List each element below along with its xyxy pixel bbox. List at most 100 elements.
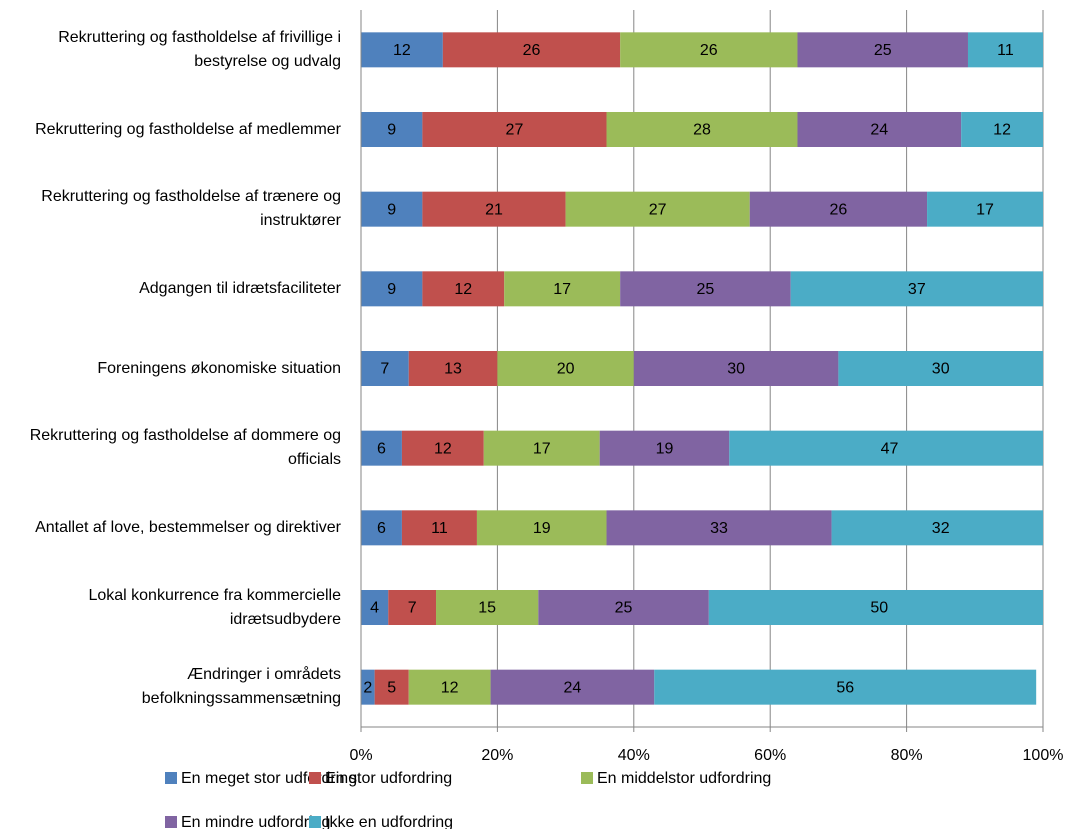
bar-segment — [422, 112, 607, 147]
legend-label: En stor udfordring — [325, 770, 452, 787]
data-label: 24 — [564, 679, 582, 696]
bar-segment — [361, 271, 423, 307]
bar-segment — [436, 590, 539, 625]
data-label: 19 — [533, 520, 551, 537]
y-tick-label: Adgangen til idrætsfaciliteter — [139, 279, 341, 297]
data-label: 26 — [830, 201, 848, 218]
y-tick-label: Ændringer i områdets befolkningssammensæ… — [141, 666, 341, 708]
y-tick-label: Rekruttering og fastholdelse af dommere … — [29, 427, 341, 469]
x-tick-label: 80% — [891, 747, 923, 764]
bar-segment — [838, 351, 1043, 386]
legend-swatch — [165, 772, 177, 784]
data-label: 25 — [697, 281, 715, 298]
bar-segment — [565, 191, 750, 227]
data-label: 2 — [363, 679, 372, 696]
bar-segment — [967, 32, 1043, 68]
data-label: 32 — [932, 520, 950, 537]
data-label: 50 — [870, 600, 888, 617]
y-tick-label: Rekruttering og fastholdelse af medlemme… — [35, 120, 341, 138]
bar-segment — [361, 191, 423, 227]
data-label: 17 — [533, 440, 551, 457]
legend-label: En middelstor udfordring — [597, 770, 771, 787]
data-label: 9 — [387, 122, 396, 139]
legend-swatch — [165, 816, 177, 828]
x-tick-label: 100% — [1023, 747, 1064, 764]
data-label: 24 — [870, 122, 888, 139]
bar-segment — [361, 32, 443, 68]
data-label: 26 — [523, 42, 541, 59]
bar-segment — [927, 191, 1043, 227]
data-label: 9 — [387, 281, 396, 298]
bar-segment — [374, 669, 409, 705]
data-label: 27 — [506, 122, 524, 139]
bar-segment — [633, 351, 839, 386]
bar-segment — [422, 271, 505, 307]
data-label: 37 — [908, 281, 926, 298]
bar-segment — [361, 351, 409, 386]
legend-swatch — [309, 816, 321, 828]
bar-segment — [408, 351, 498, 386]
data-label: 27 — [649, 201, 667, 218]
bar-segment — [606, 510, 832, 546]
data-label: 21 — [485, 201, 503, 218]
data-label: 7 — [380, 361, 389, 378]
bar-segment — [442, 32, 621, 68]
legend-swatch — [309, 772, 321, 784]
data-label: 4 — [370, 600, 379, 617]
data-label: 20 — [557, 361, 575, 378]
data-label: 7 — [408, 600, 417, 617]
bar-segment — [961, 112, 1043, 147]
data-label: 9 — [387, 201, 396, 218]
bar-segment — [476, 510, 607, 546]
legend-label: En mindre udfordring — [181, 814, 330, 829]
y-tick-label: Antallet af love, bestemmelser og direkt… — [35, 518, 341, 536]
bar-segment — [790, 271, 1043, 307]
y-tick-label: Rekruttering og fastholdelse af frivilli… — [58, 28, 341, 70]
bar-segment — [361, 510, 402, 546]
bar-segment — [408, 669, 491, 705]
x-tick-label: 40% — [618, 747, 650, 764]
bar-segment — [422, 191, 566, 227]
data-label: 33 — [710, 520, 728, 537]
data-label: 30 — [932, 361, 950, 378]
bar-segment — [599, 430, 730, 466]
bar-segment — [538, 590, 709, 625]
data-label: 12 — [434, 440, 452, 457]
bar-segment — [729, 430, 1043, 466]
bar-segment — [797, 112, 962, 147]
data-label: 12 — [454, 281, 472, 298]
bar-segment — [620, 32, 798, 68]
bar-segment — [361, 430, 402, 466]
data-label: 25 — [615, 600, 633, 617]
data-label: 28 — [693, 122, 711, 139]
bar-segment — [361, 590, 389, 625]
x-tick-label: 20% — [481, 747, 513, 764]
data-label: 56 — [836, 679, 854, 696]
bar-segment — [497, 351, 634, 386]
bar-segment — [654, 669, 1037, 705]
bar-segment — [504, 271, 621, 307]
bar-segment — [401, 510, 477, 546]
data-label: 26 — [700, 42, 718, 59]
y-tick-label: Rekruttering og fastholdelse af trænere … — [41, 188, 341, 230]
bar-segment — [831, 510, 1043, 546]
data-label: 12 — [441, 679, 459, 696]
data-label: 17 — [553, 281, 571, 298]
bar-segment — [361, 669, 375, 705]
legend-label: Ikke en udfordring — [325, 814, 453, 829]
data-label: 12 — [393, 42, 411, 59]
bar-segment — [606, 112, 798, 147]
data-label: 47 — [881, 440, 899, 457]
bar-segment — [388, 590, 437, 625]
data-label: 6 — [377, 440, 386, 457]
bar-segment — [361, 112, 423, 147]
bar-segment — [490, 669, 655, 705]
data-label: 6 — [377, 520, 386, 537]
y-tick-label: Lokal konkurrence fra kommercielle idræt… — [88, 586, 341, 628]
bar-segment — [401, 430, 484, 466]
bar-segment — [708, 590, 1043, 625]
x-tick-label: 0% — [349, 747, 372, 764]
data-label: 13 — [444, 361, 462, 378]
